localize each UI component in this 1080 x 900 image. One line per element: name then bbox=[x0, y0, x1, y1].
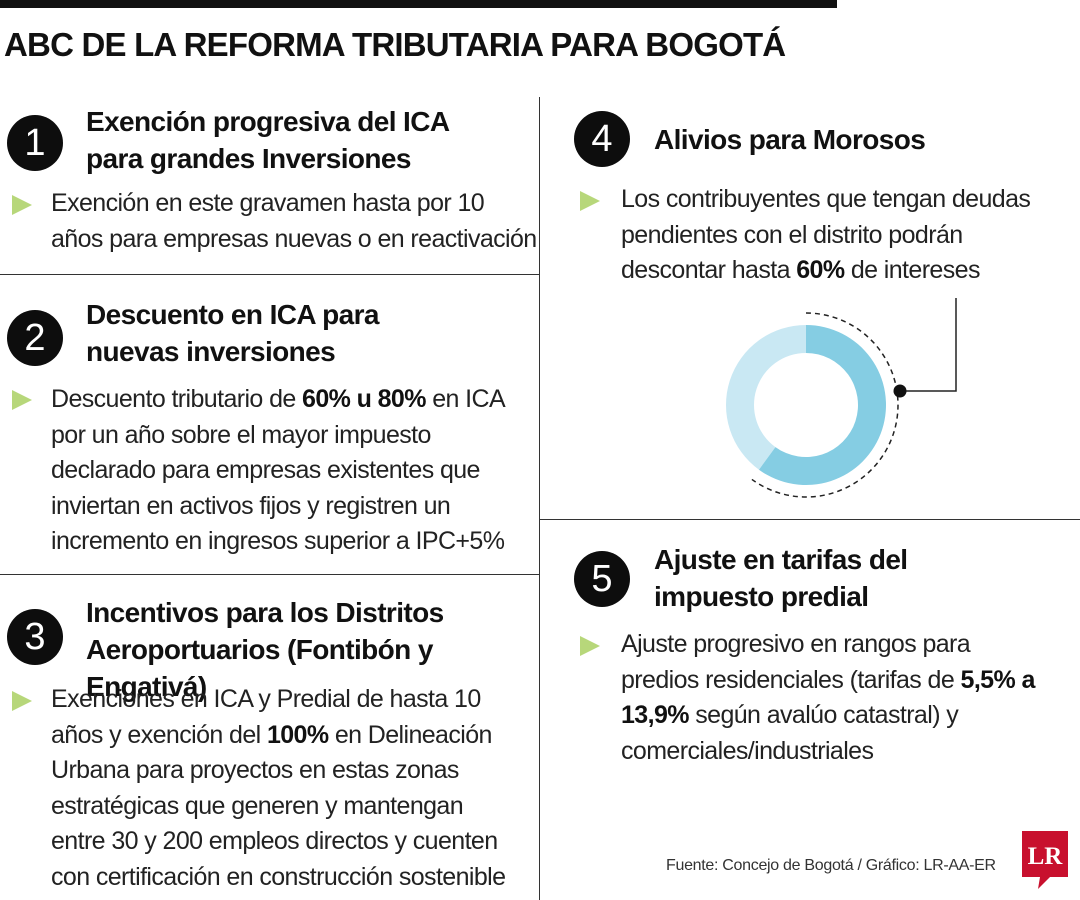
section-divider-2 bbox=[0, 574, 539, 575]
donut-leader-dot bbox=[893, 384, 907, 398]
section-title-line: impuesto predial bbox=[654, 581, 869, 612]
body-text-part: en ICA por un año sobre el mayor impuest… bbox=[51, 385, 505, 555]
triangle-bullet-icon bbox=[580, 191, 600, 211]
section-title: Incentivos para los Distritos Aeroportua… bbox=[86, 594, 537, 705]
top-rule bbox=[0, 0, 837, 8]
interest-discount-donut bbox=[726, 298, 957, 498]
section-number-badge: 5 bbox=[574, 551, 630, 607]
section-5: 5 Ajuste en tarifas del impuesto predial… bbox=[574, 541, 1074, 791]
highlight-figure: 100% bbox=[266, 720, 329, 749]
triangle-bullet-icon bbox=[12, 390, 32, 410]
section-3: 3 Incentivos para los Distritos Aeroport… bbox=[7, 597, 537, 900]
section-body: Exención en este gravamen hasta por 10 a… bbox=[51, 189, 537, 253]
section-title-line: Descuento en ICA para bbox=[86, 299, 379, 330]
section-title-line: Ajuste en tarifas del bbox=[654, 544, 908, 575]
body-text-part: según avalúo catastral) y comerciales/in… bbox=[621, 701, 959, 765]
highlight-figure: 5,5% a 13,9% bbox=[621, 665, 1035, 730]
section-title-line: Exención progresiva del ICA bbox=[86, 106, 450, 137]
section-title: Ajuste en tarifas del impuesto predial bbox=[654, 541, 908, 615]
triangle-bullet-icon bbox=[580, 636, 600, 656]
section-body: Ajuste progresivo en rangos para predios… bbox=[621, 627, 1041, 769]
section-title: Descuento en ICA para nuevas inversiones bbox=[86, 296, 379, 370]
section-title-line: Aeroportuarios (Fontibón y Engativá) bbox=[86, 634, 433, 702]
donut-leader-line bbox=[900, 298, 957, 392]
page-title: ABC DE LA REFORMA TRIBUTARIA PARA BOGOTÁ bbox=[4, 26, 786, 63]
highlight-figure: 60% u 80% bbox=[302, 385, 426, 413]
logo-text: LR bbox=[1028, 843, 1064, 870]
section-divider-1 bbox=[0, 274, 539, 275]
body-text-part: Descuento tributario de bbox=[51, 385, 303, 413]
donut-rest-segment bbox=[726, 325, 806, 470]
donut-highlight-segment bbox=[758, 325, 886, 485]
section-2: 2 Descuento en ICA para nuevas inversion… bbox=[7, 299, 537, 572]
section-title-line: para grandes Inversiones bbox=[86, 143, 411, 174]
section-body: Los contribuyentes que tengan deudas pen… bbox=[621, 182, 1041, 289]
section-body: Descuento tributario de 60% u 80% en ICA… bbox=[51, 382, 511, 560]
section-title-line: Incentivos para los Distritos bbox=[86, 597, 444, 628]
section-number-badge: 4 bbox=[574, 111, 630, 167]
section-number-badge: 2 bbox=[7, 310, 63, 366]
lr-logo: LR bbox=[1022, 831, 1068, 889]
section-1: 1 Exención progresiva del ICA para grand… bbox=[7, 106, 537, 272]
section-title-line: Alivios para Morosos bbox=[654, 124, 926, 155]
triangle-bullet-icon bbox=[12, 195, 32, 215]
column-divider bbox=[539, 97, 540, 900]
donut-dashed-arc bbox=[751, 312, 899, 498]
section-number-badge: 1 bbox=[7, 115, 63, 171]
body-text-part: en Delineación Urbana para proyectos en … bbox=[51, 720, 506, 891]
body-text-part: Los contribuyentes que tengan deudas pen… bbox=[621, 185, 1031, 284]
body-text-part: de intereses bbox=[844, 256, 981, 284]
section-title-line: nuevas inversiones bbox=[86, 336, 336, 367]
source-credit: Fuente: Concejo de Bogotá / Gráfico: LR-… bbox=[666, 857, 996, 874]
section-divider-4 bbox=[539, 519, 1080, 520]
section-4: 4 Alivios para Morosos Los contribuyente… bbox=[574, 111, 1074, 311]
highlight-figure: 60% bbox=[796, 256, 845, 284]
section-title: Exención progresiva del ICA para grandes… bbox=[86, 103, 450, 177]
section-body: Exenciones en ICA y Predial de hasta 10 … bbox=[51, 682, 521, 895]
body-text-part: Exenciones en ICA y Predial de hasta 10 … bbox=[51, 685, 481, 749]
triangle-bullet-icon bbox=[12, 691, 32, 711]
section-number-badge: 3 bbox=[7, 609, 63, 665]
section-title: Alivios para Morosos bbox=[654, 121, 926, 158]
body-text-part: Ajuste progresivo en rangos para predios… bbox=[621, 630, 971, 694]
